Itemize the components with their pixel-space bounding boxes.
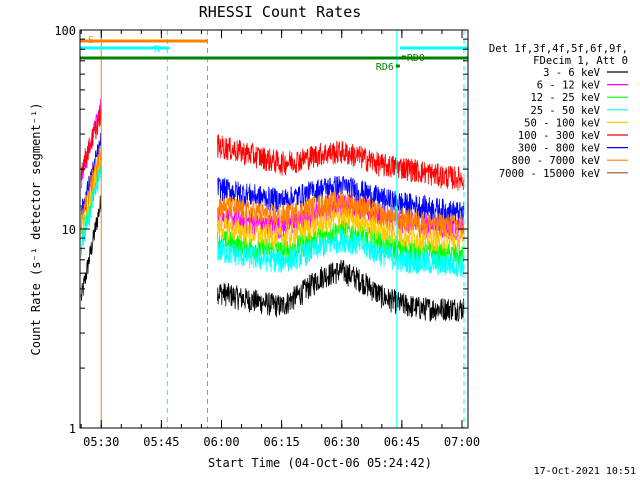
- legend-entry-1: 6 - 12 keV: [537, 80, 601, 92]
- data-layer: [80, 98, 465, 323]
- series-7: [80, 145, 465, 237]
- x-tick-label-5: 06:45: [384, 435, 420, 449]
- series-0-main: [217, 259, 465, 323]
- state-bars: S N RD0 RD6: [80, 35, 468, 73]
- y-tick-label-2: 100: [54, 24, 76, 38]
- x-axis-label: Start Time (04-Oct-06 05:24:42): [208, 456, 432, 470]
- legend: Det 1f,3f,4f,5f,6f,9f,FDecim 1, Att 03 -…: [489, 43, 628, 180]
- series-3-early: [80, 161, 102, 256]
- series-6-main: [217, 176, 465, 225]
- state-bar-label-5: RD6: [376, 62, 394, 73]
- series-5-main: [217, 134, 465, 191]
- state-bar-label-4: RD0: [407, 53, 425, 64]
- x-tick-label-4: 06:30: [324, 435, 360, 449]
- series-3-main: [217, 228, 465, 278]
- series-0: [80, 195, 465, 323]
- x-tick-label-2: 06:00: [203, 435, 239, 449]
- series-5: [80, 107, 465, 191]
- series-3: [80, 161, 465, 278]
- x-tick-label-0: 05:30: [83, 435, 119, 449]
- y-tick-label-0: 1: [69, 422, 76, 436]
- legend-header-0: Det 1f,3f,4f,5f,6f,9f,: [489, 43, 628, 55]
- series-5-early: [80, 107, 102, 181]
- series-7-early: [80, 145, 102, 229]
- y-tick-label-1: 10: [62, 223, 76, 237]
- x-tick-label-6: 07:00: [444, 435, 480, 449]
- legend-entry-8: 7000 - 15000 keV: [499, 168, 601, 180]
- axes: 05:30 05:45 06:00 06:15 06:30 06:45 07:00 1 10 10…: [54, 24, 480, 449]
- legend-entry-4: 50 - 100 keV: [524, 117, 601, 129]
- legend-header-1: FDecim 1, Att 0: [533, 55, 628, 67]
- legend-entry-3: 25 - 50 keV: [530, 105, 600, 117]
- x-tick-label-3: 06:15: [264, 435, 300, 449]
- series-4-main: [217, 205, 465, 253]
- legend-entry-0: 3 - 6 keV: [543, 67, 601, 79]
- legend-entry-7: 800 - 7000 keV: [511, 155, 600, 167]
- state-bar-label-1: N: [154, 44, 160, 55]
- x-tick-label-1: 05:45: [143, 435, 179, 449]
- chart-title: RHESSI Count Rates: [199, 3, 362, 21]
- legend-entry-6: 300 - 800 keV: [518, 143, 601, 155]
- state-bar-label-0: S: [88, 35, 94, 46]
- legend-entry-5: 100 - 300 keV: [518, 130, 601, 142]
- legend-entry-2: 12 - 25 keV: [530, 92, 600, 104]
- footer-timestamp: 17-Oct-2021 10:51: [534, 466, 636, 477]
- y-axis-label: Count Rate (s⁻¹ detector segment⁻¹): [29, 103, 43, 356]
- series-7-main: [217, 190, 465, 237]
- series-0-early: [80, 195, 102, 301]
